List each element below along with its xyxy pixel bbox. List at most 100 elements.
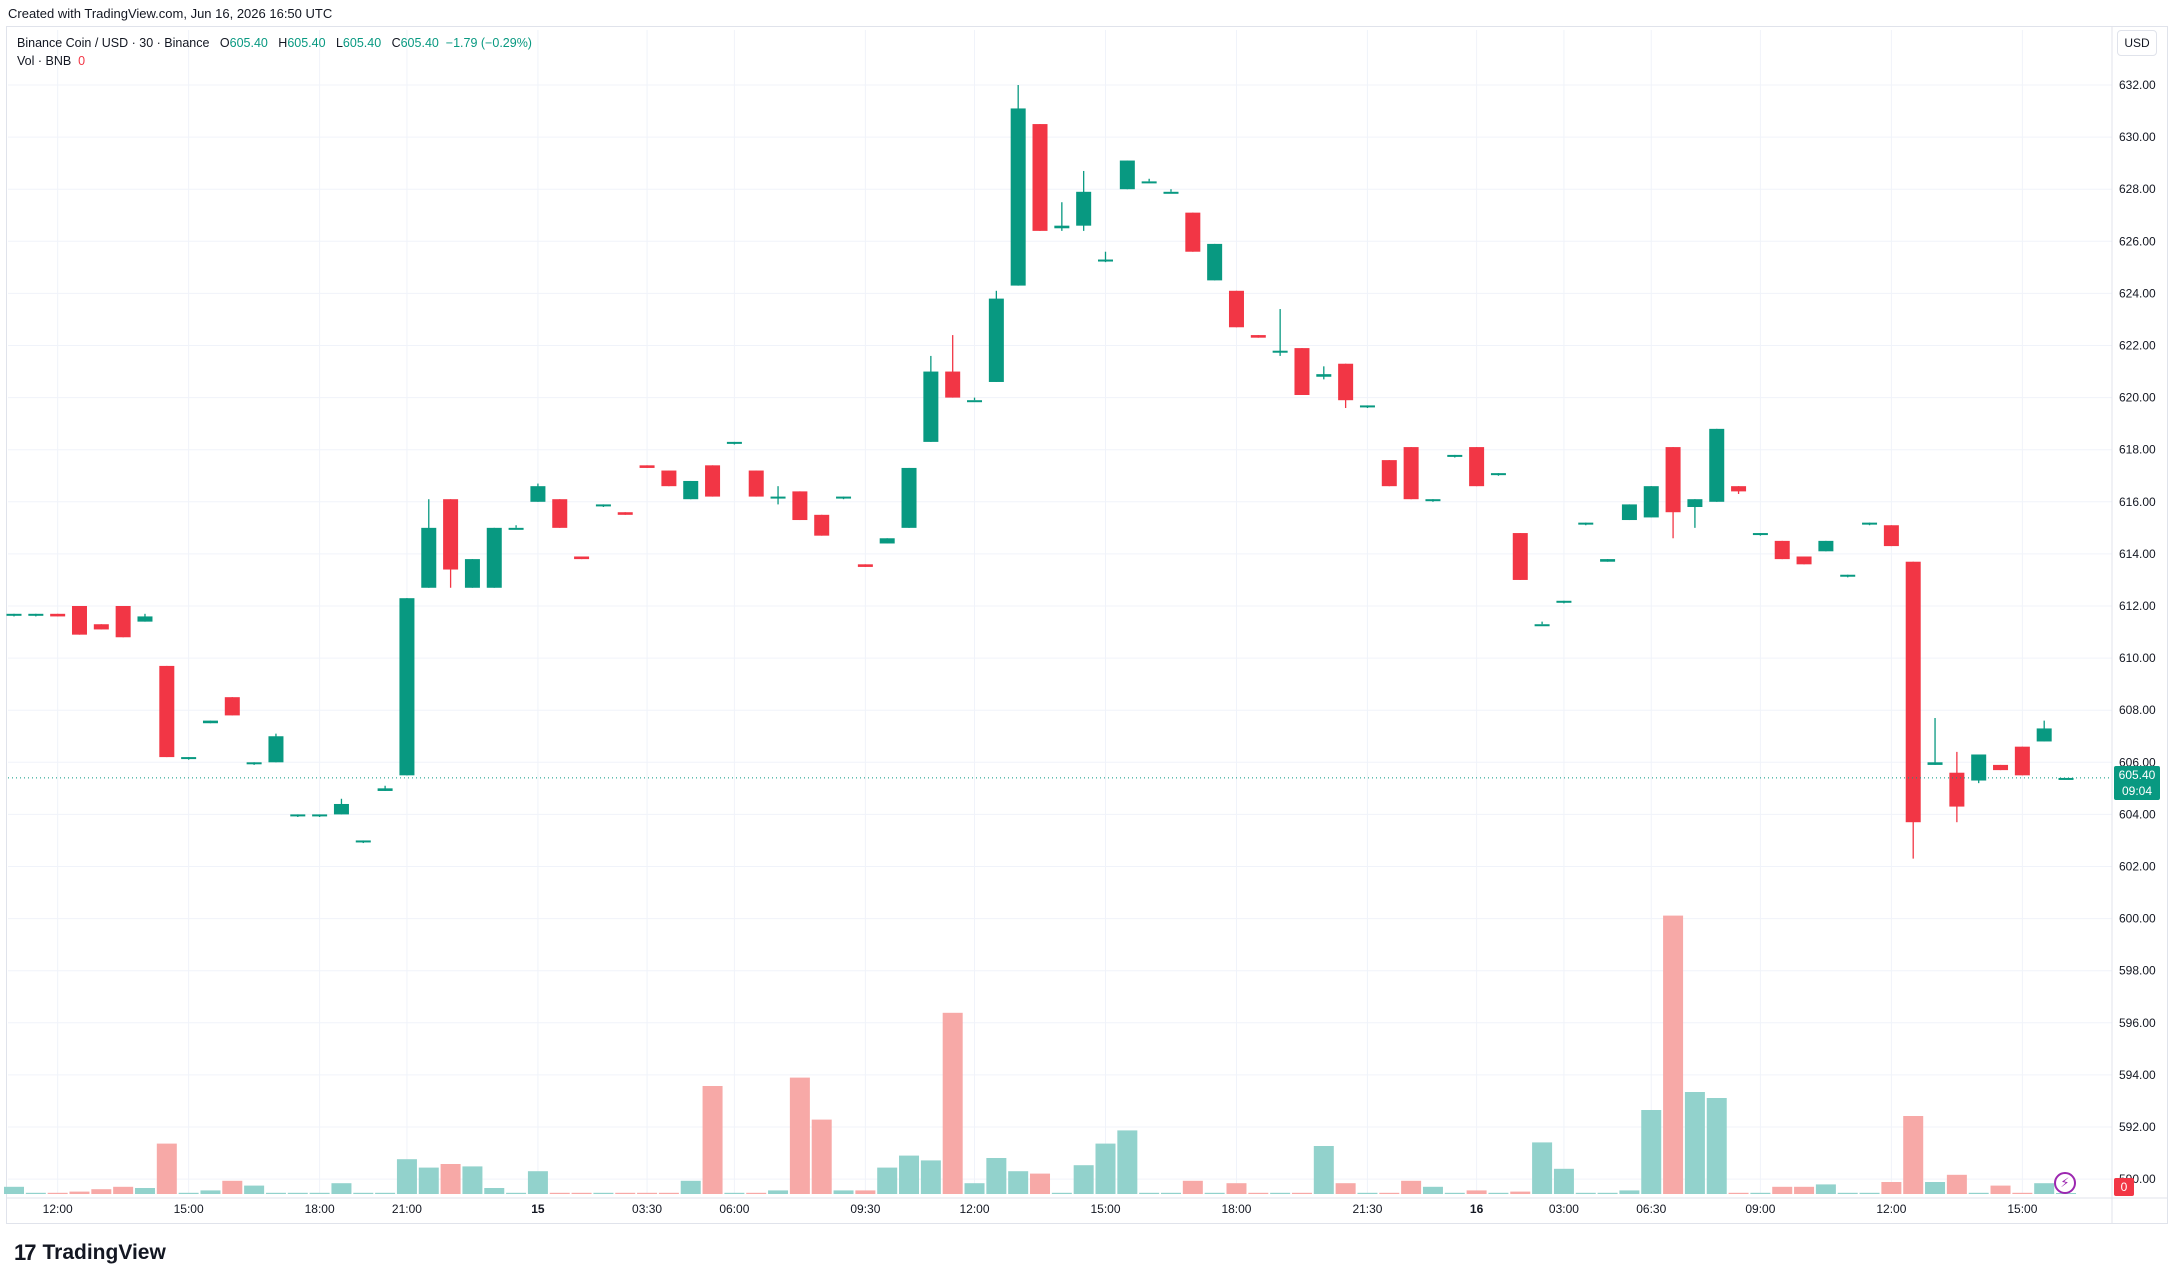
legend-close-value: 605.40 [400, 36, 439, 50]
candle-body [1556, 600, 1572, 603]
volume-bar [1117, 1130, 1138, 1194]
candle-body [1098, 259, 1113, 262]
time-axis-tick: 09:00 [1745, 1202, 1775, 1216]
time-axis-tick: 03:00 [1549, 1202, 1579, 1216]
created-with-header: Created with TradingView.com, Jun 16, 20… [8, 6, 333, 21]
candle-body [1141, 181, 1157, 184]
volume-bar [746, 1192, 767, 1194]
volume-bar [222, 1180, 243, 1194]
time-axis-tick: 21:00 [392, 1202, 422, 1216]
price-axis-tick: 624.00 [2119, 286, 2156, 300]
tradingview-logo-text: TradingView [42, 1241, 166, 1264]
candle-body [1883, 525, 1899, 547]
candle-body [1665, 447, 1681, 513]
candle-body [770, 496, 786, 499]
candle-body [1796, 556, 1812, 565]
price-axis-tick: 596.00 [2119, 1016, 2156, 1030]
candle-body [1250, 335, 1266, 338]
volume-bar [1357, 1192, 1378, 1194]
candle-body [486, 527, 502, 588]
volume-bar [1619, 1190, 1640, 1194]
price-axis-tick: 604.00 [2119, 807, 2156, 821]
legend-volume-value: 0 [78, 54, 86, 68]
volume-bar [178, 1192, 199, 1194]
candle-body [726, 441, 742, 444]
currency-button[interactable]: USD [2117, 30, 2157, 56]
volume-bar [265, 1192, 286, 1194]
candle-body [159, 665, 175, 758]
candle-body [290, 814, 306, 817]
volume-bar [1706, 1098, 1727, 1194]
candle-body [617, 512, 633, 515]
last-price-value: 605.40 [2118, 768, 2156, 782]
candle-body [1010, 108, 1026, 286]
price-axis-tick: 632.00 [2119, 78, 2156, 92]
volume-bar [375, 1192, 396, 1194]
candle-body [705, 465, 721, 497]
candle-body [836, 496, 852, 499]
volume-bar [549, 1192, 570, 1194]
candle-body [1359, 405, 1375, 408]
volume-bar [418, 1167, 439, 1194]
volume-bar [1903, 1116, 1924, 1194]
candle-body [355, 840, 371, 843]
tradingview-logo[interactable]: 17 TradingView [14, 1240, 166, 1266]
time-axis-tick: 15:00 [1090, 1202, 1120, 1216]
time-axis-tick: 03:30 [632, 1202, 662, 1216]
volume-bar [1728, 1192, 1749, 1194]
candle-body [224, 697, 240, 716]
candle-body [967, 400, 983, 403]
volume-bar [724, 1192, 745, 1194]
volume-bar [462, 1166, 483, 1194]
volume-bar [1226, 1183, 1247, 1194]
time-axis-tick: 18:00 [305, 1202, 335, 1216]
time-axis-tick: 18:00 [1221, 1202, 1251, 1216]
price-axis-tick: 598.00 [2119, 964, 2156, 978]
volume-bar [1663, 915, 1684, 1194]
volume-bar [1553, 1168, 1574, 1194]
volume-bar [396, 1159, 417, 1194]
time-axis-tick: 06:30 [1636, 1202, 1666, 1216]
candle-body [1840, 574, 1856, 577]
volume-bar [1750, 1192, 1771, 1194]
legend-ohlc-row: Binance Coin / USD · 30 · Binance O605.4… [17, 34, 532, 52]
volume-bar [1488, 1192, 1509, 1194]
candle-body [115, 606, 131, 638]
price-axis-tick: 610.00 [2119, 651, 2156, 665]
price-axis-tick: 594.00 [2119, 1068, 2156, 1082]
volume-bar [1008, 1171, 1029, 1194]
legend-volume-label[interactable]: Vol · BNB [17, 54, 72, 68]
candle-body [50, 613, 66, 617]
candle-body [6, 613, 22, 616]
volume-bar [309, 1192, 330, 1194]
volume-bar [353, 1192, 374, 1194]
candle-body [1687, 499, 1703, 508]
candle-body [399, 598, 415, 776]
volume-bar [1073, 1165, 1094, 1194]
volume-bar [1641, 1110, 1662, 1194]
volume-bar [1532, 1142, 1553, 1194]
volume-bar [964, 1183, 985, 1194]
candle-body [1469, 447, 1485, 487]
legend-symbol[interactable]: Binance Coin / USD · 30 · Binance [17, 36, 210, 50]
volume-bar [134, 1188, 155, 1194]
volume-bar [855, 1190, 876, 1194]
volume-bar [1772, 1186, 1793, 1194]
candle-body [945, 371, 961, 398]
chart-pane[interactable] [6, 26, 2168, 1224]
tradingview-logo-mark: 17 [14, 1240, 37, 1265]
candle-body [1185, 212, 1201, 252]
volume-bar [527, 1171, 548, 1194]
time-axis-tick: 15:00 [174, 1202, 204, 1216]
volume-bar [658, 1192, 679, 1194]
volume-bar [2034, 1183, 2055, 1194]
lightning-icon[interactable]: ⚡ [2054, 1172, 2076, 1194]
volume-bar [1160, 1192, 1181, 1194]
candle-body [1076, 191, 1092, 226]
volume-bar [571, 1192, 592, 1194]
price-axis-tick: 612.00 [2119, 599, 2156, 613]
volume-bar [1684, 1092, 1705, 1194]
candle-body [1731, 486, 1747, 492]
candle-body [1054, 225, 1070, 229]
